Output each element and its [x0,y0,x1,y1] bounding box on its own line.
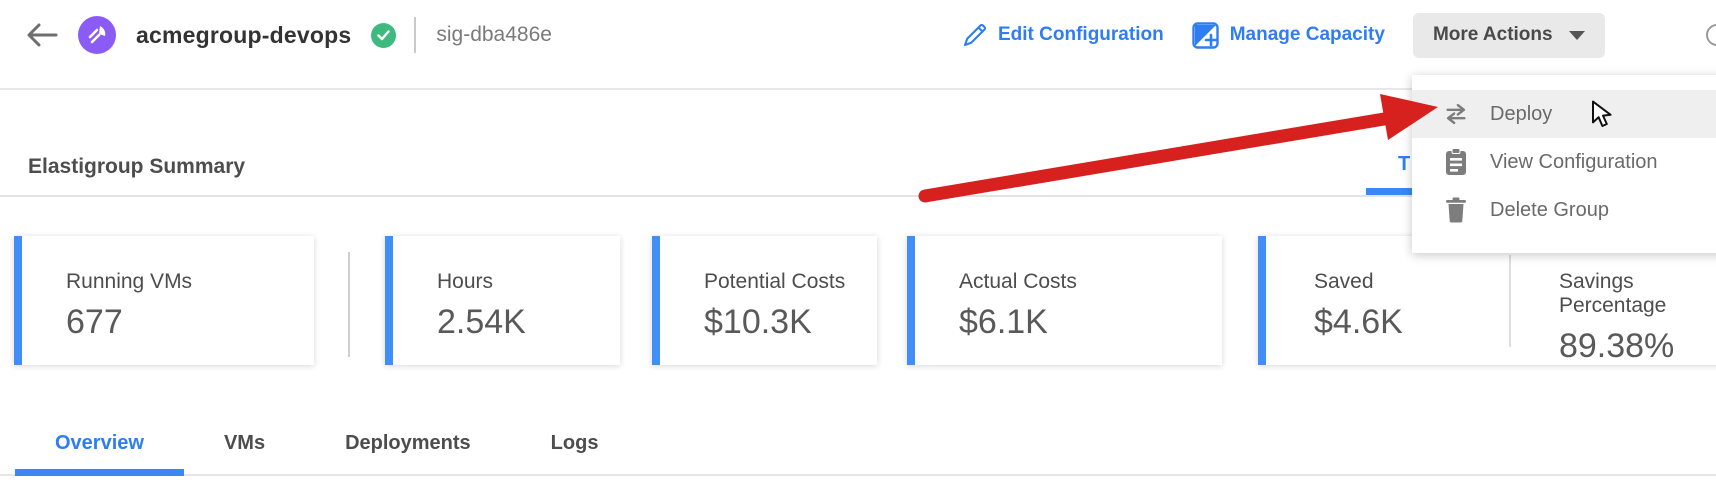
header-actions: Edit Configuration Manage Capacity More … [962,0,1605,70]
back-button[interactable] [24,17,60,53]
header-bottom-divider [0,88,1716,90]
tab-deployments[interactable]: Deployments [345,432,471,454]
stat-card-potential-costs: Potential Costs $10.3K [652,236,877,365]
page-header: acmegroup-devops sig-dba486e Edit Config… [0,0,1716,70]
stat-card-running-vms: Running VMs 677 [14,236,314,365]
tab-logs[interactable]: Logs [550,432,599,454]
partial-time-tab-underline [1366,188,1412,195]
partial-time-tab-label[interactable]: T [1398,153,1411,175]
menu-item-label: View Configuration [1490,150,1658,173]
header-left-group: acmegroup-devops sig-dba486e [24,16,552,54]
stat-label: Hours [437,270,494,293]
menu-item-deploy[interactable]: Deploy [1412,90,1716,138]
back-arrow-icon [27,23,58,47]
card-inner-divider [1509,254,1511,347]
more-actions-menu: Deploy View Configuration [1412,75,1716,253]
summary-heading-divider [0,195,1716,197]
chevron-down-icon [1568,30,1585,40]
stat-label: Running VMs [66,270,193,293]
stat-card-savings: Saved $4.6K Savings Percentage 89.38% [1258,236,1716,365]
stat-label: Potential Costs [704,270,846,293]
deploy-arrows-icon [1442,103,1470,125]
stat-block-saved: Saved $4.6K [1266,236,1509,365]
section-heading: Elastigroup Summary [28,155,246,178]
pencil-icon [963,23,987,46]
tab-overview[interactable]: Overview [15,420,184,476]
header-vertical-divider [414,17,417,53]
trash-icon [1442,197,1470,223]
stat-label: Savings Percentage [1558,270,1667,317]
clipboard-icon [1442,148,1470,176]
menu-item-label: Deploy [1490,102,1553,125]
cards-vertical-divider [348,252,350,357]
detail-tabs: Overview VMs Deployments Logs [0,420,1716,476]
stat-card-hours: Hours 2.54K [385,236,620,365]
menu-item-delete-group[interactable]: Delete Group [1412,186,1716,234]
mouse-cursor-icon [1590,100,1616,133]
menu-item-view-configuration[interactable]: View Configuration [1412,138,1716,186]
manage-capacity-button[interactable]: Manage Capacity [1192,21,1385,49]
stat-value: 2.54K [437,303,526,341]
green-check-badge-icon [371,22,397,48]
group-title: acmegroup-devops [136,21,352,48]
menu-item-label: Delete Group [1490,198,1609,221]
stat-card-actual-costs: Actual Costs $6.1K [907,236,1222,365]
stat-block-savings-percentage: Savings Percentage 89.38% [1511,236,1716,365]
more-actions-button[interactable]: More Actions [1412,12,1605,58]
manage-capacity-label: Manage Capacity [1229,24,1385,45]
stat-value: 89.38% [1558,327,1675,365]
rocket-glyph-icon [88,26,106,44]
edit-configuration-label: Edit Configuration [998,24,1164,45]
elastigroup-purple-logo-icon [78,16,116,54]
stat-label: Saved [1314,270,1374,293]
capacity-square-plus-icon [1192,21,1219,49]
group-id: sig-dba486e [436,23,552,46]
stat-label: Actual Costs [959,270,1077,293]
stat-value: $10.3K [704,303,812,341]
clipped-edge-icon[interactable] [1706,24,1716,46]
edit-configuration-button[interactable]: Edit Configuration [962,23,1164,48]
stat-value: $4.6K [1314,303,1403,341]
stat-value: $6.1K [959,303,1048,341]
stat-value: 677 [66,303,123,341]
more-actions-label: More Actions [1432,24,1553,45]
tab-vms[interactable]: VMs [223,432,266,454]
